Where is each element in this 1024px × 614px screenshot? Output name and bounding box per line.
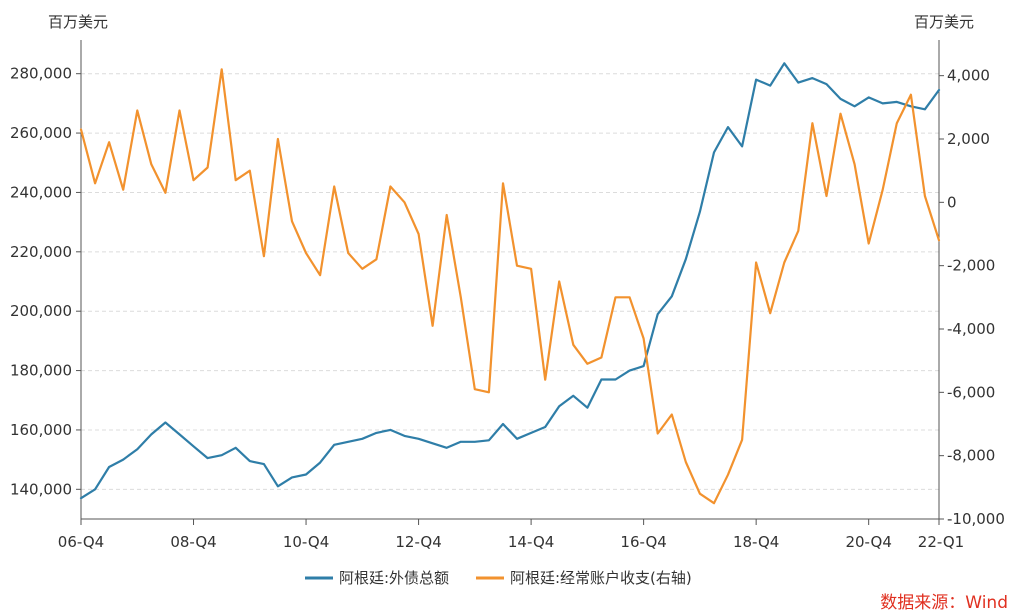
right-tick-label: 2,000: [947, 130, 990, 148]
left-tick-label: 220,000: [10, 243, 72, 261]
right-tick-label: -8,000: [947, 447, 995, 465]
left-tick-label: 280,000: [10, 65, 72, 83]
x-tick-label: 18-Q4: [733, 533, 779, 551]
left-tick-label: 140,000: [10, 480, 72, 498]
left-tick-label: 200,000: [10, 302, 72, 320]
x-tick-label: 06-Q4: [58, 533, 104, 551]
x-tick-label: 16-Q4: [620, 533, 666, 551]
right-tick-label: -4,000: [947, 320, 995, 338]
x-tick-label: 12-Q4: [395, 533, 441, 551]
x-tick-label: 08-Q4: [170, 533, 216, 551]
right-tick-label: -2,000: [947, 257, 995, 275]
left-axis-unit: 百万美元: [48, 13, 108, 31]
legend-label: 阿根廷:外债总额: [339, 569, 449, 587]
right-tick-label: -10,000: [947, 510, 1005, 528]
right-tick-label: 4,000: [947, 67, 990, 85]
right-tick-label: 0: [947, 193, 957, 211]
series-line-external-debt: [79, 62, 941, 500]
left-tick-label: 180,000: [10, 362, 72, 380]
left-tick-label: 240,000: [10, 183, 72, 201]
legend-label: 阿根廷:经常账户收支(右轴): [510, 569, 692, 587]
x-tick-label: 20-Q4: [845, 533, 891, 551]
x-tick-label: 22-Q1: [918, 533, 964, 551]
x-tick-label: 14-Q4: [508, 533, 554, 551]
legend: 阿根廷:外债总额 阿根廷:经常账户收支(右轴): [305, 569, 692, 587]
gridlines: [81, 73, 939, 490]
source-note: 数据来源：Wind: [880, 593, 1008, 613]
right-tick-label: -6,000: [947, 383, 995, 401]
right-axis-unit: 百万美元: [914, 13, 974, 31]
left-tick-label: 260,000: [10, 124, 72, 142]
axes: 140,000 160,000 180,000 200,000 220,000 240,0…: [10, 40, 1005, 551]
left-tick-label: 160,000: [10, 421, 72, 439]
series-lines: [79, 62, 941, 505]
x-tick-label: 10-Q4: [283, 533, 329, 551]
series-line-current-account: [79, 68, 941, 505]
